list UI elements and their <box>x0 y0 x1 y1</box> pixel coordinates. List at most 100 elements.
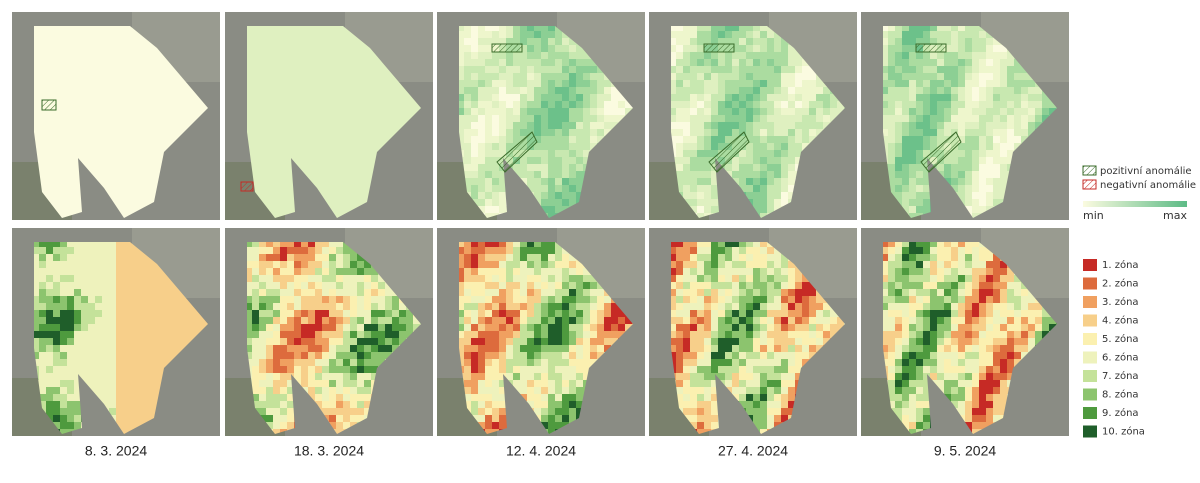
field-cell <box>116 26 123 31</box>
field-cell <box>534 289 541 296</box>
field-cell <box>746 150 753 157</box>
field-cell <box>109 26 116 31</box>
field-cell <box>116 317 123 324</box>
field-cell <box>252 242 259 247</box>
field-cell <box>144 324 151 331</box>
field-cell <box>357 303 364 310</box>
field-cell <box>46 94 53 101</box>
field-cell <box>336 101 343 108</box>
field-cell <box>301 101 308 108</box>
field-cell <box>46 164 53 171</box>
field-cell <box>109 359 116 366</box>
field-cell <box>67 289 74 296</box>
field-cell <box>193 317 200 324</box>
field-cell <box>102 387 109 394</box>
field-cell <box>485 401 492 408</box>
field-cell <box>81 366 88 373</box>
field-cell <box>520 317 527 324</box>
field-cell <box>485 275 492 282</box>
field-cell <box>371 310 378 317</box>
field-cell <box>81 275 88 282</box>
field-cell <box>137 359 144 366</box>
field-cell <box>541 247 548 254</box>
field-cell <box>541 282 548 289</box>
field-cell <box>541 38 548 45</box>
field-cell <box>322 185 329 192</box>
field-cell <box>478 150 485 157</box>
field-cell <box>81 129 88 136</box>
field-cell <box>247 296 252 303</box>
field-cell <box>413 317 420 324</box>
field-cell <box>60 338 67 345</box>
field-cell <box>562 415 569 422</box>
field-cell <box>165 108 172 115</box>
field-cell <box>718 26 725 31</box>
field-cell <box>399 303 406 310</box>
field-cell <box>88 136 95 143</box>
field-cell <box>343 80 350 87</box>
field-cell <box>499 310 506 317</box>
field-cell <box>329 261 336 268</box>
field-cell <box>294 373 301 380</box>
field-cell <box>597 345 604 352</box>
field-cell <box>774 129 781 136</box>
field-cell <box>671 94 676 101</box>
field-cell <box>53 199 60 206</box>
field-cell <box>583 87 590 94</box>
field-cell <box>336 247 343 254</box>
field-cell <box>186 94 193 101</box>
field-cell <box>350 192 357 199</box>
field-cell <box>301 87 308 94</box>
field-cell <box>350 415 357 422</box>
field-cell <box>788 45 795 52</box>
field-cell <box>555 94 562 101</box>
field-cell <box>718 31 725 38</box>
field-cell <box>364 164 371 171</box>
field-cell <box>781 178 788 185</box>
field-cell <box>767 164 774 171</box>
field-cell <box>53 366 60 373</box>
field-cell <box>34 87 39 94</box>
field-cell <box>492 199 499 206</box>
field-cell <box>499 401 506 408</box>
field-cell <box>478 359 485 366</box>
field-cell <box>534 143 541 150</box>
field-cell <box>739 171 746 178</box>
field-cell <box>711 94 718 101</box>
field-cell <box>774 171 781 178</box>
field-cell <box>259 45 266 52</box>
field-cell <box>378 80 385 87</box>
field-cell <box>802 59 809 66</box>
field-cell <box>499 331 506 338</box>
field-cell <box>492 101 499 108</box>
field-cell <box>247 247 252 254</box>
field-cell <box>102 282 109 289</box>
field-cell <box>746 59 753 66</box>
field-cell <box>259 380 266 387</box>
field-cell <box>151 185 158 192</box>
field-cell <box>301 317 308 324</box>
field-cell <box>329 129 336 136</box>
field-cell <box>471 185 478 192</box>
field-cell <box>459 247 464 254</box>
field-cell <box>53 94 60 101</box>
field-cell <box>123 26 130 31</box>
field-cell <box>53 296 60 303</box>
field-cell <box>130 275 137 282</box>
field-cell <box>485 38 492 45</box>
field-cell <box>95 254 102 261</box>
field-cell <box>172 94 179 101</box>
field-cell <box>378 296 385 303</box>
field-cell <box>555 366 562 373</box>
field-cell <box>760 66 767 73</box>
field-cell <box>67 373 74 380</box>
field-cell <box>200 108 207 115</box>
field-cell <box>583 345 590 352</box>
field-cell <box>259 296 266 303</box>
field-cell <box>74 415 81 422</box>
field-cell <box>137 171 144 178</box>
field-cell <box>329 373 336 380</box>
field-cell <box>555 268 562 275</box>
field-cell <box>471 254 478 261</box>
field-cell <box>39 59 46 66</box>
